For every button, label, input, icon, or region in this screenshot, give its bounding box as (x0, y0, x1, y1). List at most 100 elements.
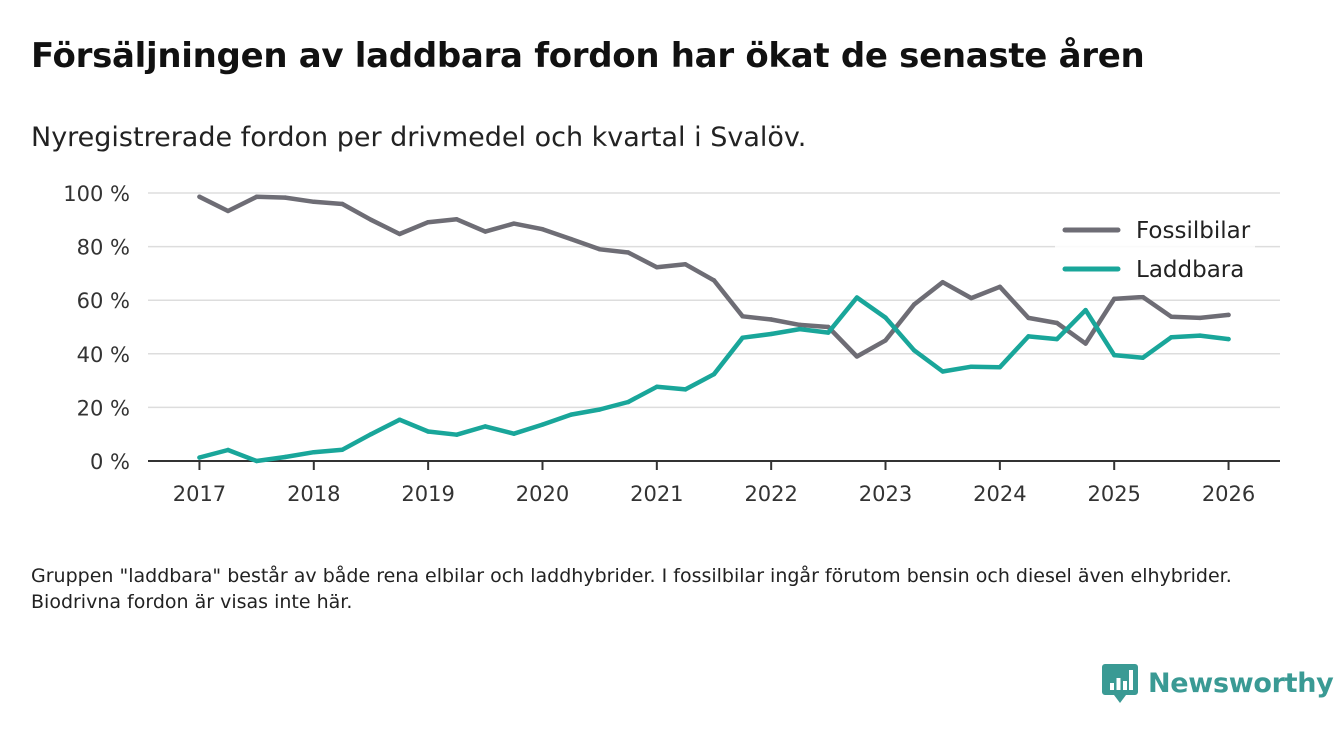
data-point-laddbara (454, 432, 459, 437)
data-point-fossilbilar (1226, 312, 1231, 318)
data-point-fossilbilar (1026, 315, 1031, 321)
data-point-fossilbilar (283, 195, 288, 200)
data-point-fossilbilar (1197, 315, 1203, 321)
x-tick-label: 2018 (287, 482, 340, 506)
x-tick-label: 2022 (744, 482, 797, 506)
data-point-fossilbilar (311, 199, 316, 205)
legend-label-laddbara: Laddbara (1136, 257, 1244, 283)
brand[interactable]: Newsworthy (1102, 662, 1334, 704)
data-point-laddbara (1054, 336, 1060, 342)
series-line-laddbara (197, 295, 1231, 464)
data-point-laddbara (826, 330, 831, 335)
data-point-fossilbilar (1112, 296, 1117, 302)
y-tick-label: 0 % (90, 450, 130, 474)
data-point-fossilbilar (711, 278, 717, 283)
x-tick-label: 2024 (973, 482, 1026, 506)
data-point-laddbara (425, 429, 431, 434)
data-point-laddbara (768, 331, 774, 337)
data-point-laddbara (340, 447, 345, 452)
x-tick-label: 2017 (173, 482, 226, 506)
newsworthy-logo-icon (1102, 664, 1138, 703)
y-tick-label: 80 % (77, 236, 130, 260)
data-point-laddbara (740, 335, 745, 340)
x-tick-label: 2021 (630, 482, 683, 506)
data-point-laddbara (854, 295, 860, 300)
data-point-laddbara (197, 455, 202, 460)
data-point-fossilbilar (854, 354, 860, 359)
data-point-fossilbilar (425, 220, 431, 225)
data-point-laddbara (254, 458, 259, 464)
data-point-fossilbilar (397, 231, 402, 237)
chart-title: Försäljningen av laddbara fordon har öka… (31, 36, 1145, 76)
data-point-fossilbilar (511, 221, 517, 226)
data-point-laddbara (597, 407, 602, 412)
legend-label-fossilbilar: Fossilbilar (1136, 218, 1251, 244)
data-point-fossilbilar (340, 201, 345, 207)
y-tick-label: 40 % (77, 343, 130, 367)
data-point-laddbara (654, 384, 660, 389)
data-point-fossilbilar (1054, 320, 1060, 326)
data-point-fossilbilar (368, 217, 374, 222)
data-point-laddbara (1083, 307, 1088, 313)
footnote: Gruppen "laddbara" består av både rena e… (31, 565, 1232, 613)
data-point-laddbara (711, 371, 717, 377)
data-point-laddbara (540, 422, 545, 427)
data-point-laddbara (911, 348, 917, 353)
data-point-laddbara (683, 387, 688, 392)
data-point-fossilbilar (254, 194, 259, 199)
data-point-laddbara (483, 424, 488, 429)
data-point-laddbara (511, 431, 517, 436)
data-point-fossilbilar (626, 250, 631, 255)
data-point-fossilbilar (540, 226, 545, 232)
y-tick-label: 100 % (63, 182, 130, 206)
data-point-laddbara (1226, 336, 1231, 342)
data-point-fossilbilar (597, 247, 602, 252)
data-point-laddbara (368, 432, 374, 437)
data-point-fossilbilar (797, 322, 802, 328)
data-point-fossilbilar (654, 265, 660, 270)
y-tick-label: 20 % (77, 396, 130, 420)
data-point-laddbara (1140, 355, 1145, 361)
data-point-fossilbilar (997, 284, 1003, 289)
data-point-laddbara (883, 315, 888, 320)
data-point-fossilbilar (768, 317, 774, 322)
data-point-laddbara (1026, 334, 1031, 339)
data-point-fossilbilar (1140, 294, 1145, 300)
y-tick-label: 60 % (77, 289, 130, 313)
legend: Fossilbilar Laddbara (1055, 215, 1255, 295)
data-point-fossilbilar (911, 302, 917, 307)
data-point-laddbara (797, 326, 802, 332)
data-point-fossilbilar (483, 229, 488, 234)
data-point-fossilbilar (1169, 314, 1174, 320)
data-point-laddbara (1197, 333, 1203, 338)
x-tick-label: 2019 (401, 482, 454, 506)
data-point-fossilbilar (225, 208, 231, 214)
brand-name: Newsworthy (1148, 667, 1334, 699)
data-point-laddbara (311, 449, 316, 455)
data-point-laddbara (568, 412, 574, 417)
data-point-laddbara (969, 364, 974, 369)
x-tick-label: 2026 (1202, 482, 1255, 506)
data-point-laddbara (940, 369, 945, 374)
data-point-fossilbilar (940, 280, 945, 285)
data-point-laddbara (997, 365, 1003, 370)
chart-subtitle: Nyregistrerade fordon per drivmedel och … (31, 122, 807, 153)
data-point-fossilbilar (883, 338, 888, 343)
data-point-fossilbilar (740, 314, 745, 319)
data-point-laddbara (397, 417, 402, 422)
data-point-laddbara (225, 447, 231, 453)
data-point-laddbara (1112, 352, 1117, 358)
data-point-fossilbilar (969, 295, 974, 301)
data-point-laddbara (283, 454, 288, 460)
data-point-laddbara (1169, 334, 1174, 340)
data-point-fossilbilar (454, 217, 459, 222)
x-tick-label: 2023 (859, 482, 912, 506)
data-point-fossilbilar (1083, 341, 1088, 346)
data-point-laddbara (626, 399, 631, 405)
data-point-fossilbilar (568, 236, 574, 242)
x-tick-label: 2020 (516, 482, 569, 506)
data-point-fossilbilar (683, 262, 688, 267)
data-point-fossilbilar (197, 194, 202, 199)
x-tick-label: 2025 (1087, 482, 1140, 506)
